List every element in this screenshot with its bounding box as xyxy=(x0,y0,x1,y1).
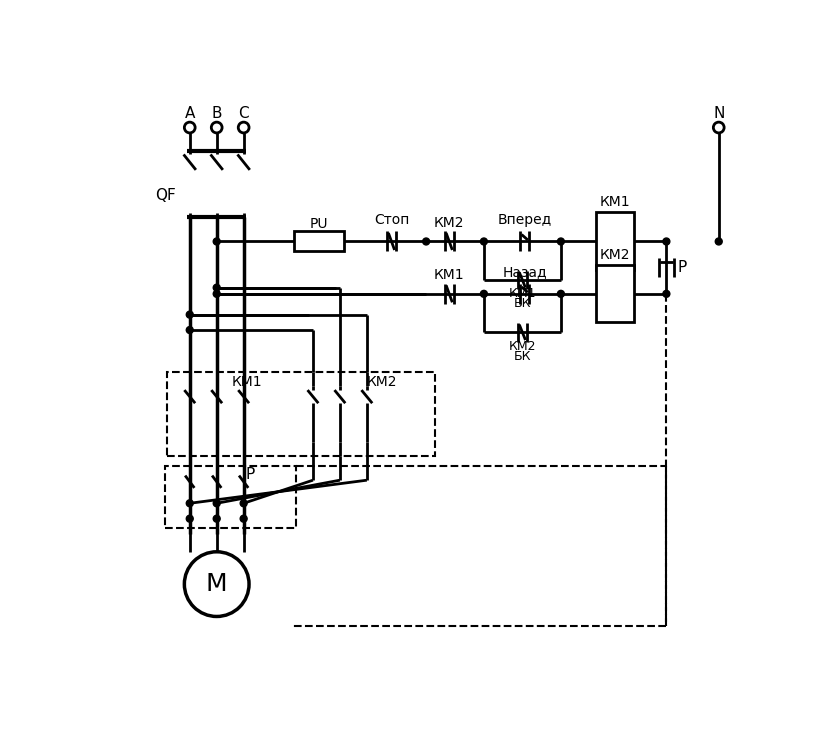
Text: A: A xyxy=(185,106,195,121)
Bar xyxy=(166,373,435,456)
Bar xyxy=(595,265,634,322)
Text: КМ2: КМ2 xyxy=(599,248,630,262)
Circle shape xyxy=(212,122,222,133)
Text: БК: БК xyxy=(513,297,531,311)
Circle shape xyxy=(185,552,249,617)
Text: КМ1: КМ1 xyxy=(434,268,465,282)
Text: КМ2: КМ2 xyxy=(367,375,397,389)
Text: Стоп: Стоп xyxy=(374,213,409,227)
Text: QF: QF xyxy=(155,188,176,203)
Circle shape xyxy=(213,290,220,297)
Circle shape xyxy=(185,122,195,133)
Bar xyxy=(166,467,296,528)
Circle shape xyxy=(213,284,220,291)
Bar xyxy=(293,232,344,252)
Text: КМ1: КМ1 xyxy=(508,287,536,300)
Circle shape xyxy=(186,500,193,507)
Circle shape xyxy=(481,238,487,245)
Circle shape xyxy=(663,290,670,297)
Circle shape xyxy=(213,515,220,522)
Circle shape xyxy=(481,290,487,297)
Circle shape xyxy=(716,238,722,245)
Text: P: P xyxy=(677,260,686,275)
Circle shape xyxy=(240,515,247,522)
Circle shape xyxy=(186,327,193,333)
Circle shape xyxy=(186,515,193,522)
Text: C: C xyxy=(238,106,249,121)
Text: КМ2: КМ2 xyxy=(434,216,465,230)
Text: PU: PU xyxy=(309,217,328,231)
Text: Назад: Назад xyxy=(502,265,547,279)
Circle shape xyxy=(213,500,220,507)
Circle shape xyxy=(186,311,193,318)
Text: P: P xyxy=(246,467,255,482)
Text: M: M xyxy=(206,572,227,596)
Circle shape xyxy=(240,500,247,507)
Text: B: B xyxy=(212,106,222,121)
Circle shape xyxy=(558,290,564,297)
Text: Вперед: Вперед xyxy=(497,213,552,227)
Circle shape xyxy=(663,238,670,245)
Text: КМ2: КМ2 xyxy=(508,340,536,353)
Text: БК: БК xyxy=(513,350,531,363)
Circle shape xyxy=(423,238,430,245)
Circle shape xyxy=(213,238,220,245)
Circle shape xyxy=(558,238,564,245)
Text: КМ1: КМ1 xyxy=(232,375,262,389)
Text: КМ1: КМ1 xyxy=(599,195,630,209)
Text: N: N xyxy=(713,106,725,121)
Bar xyxy=(595,212,634,270)
Circle shape xyxy=(713,122,724,133)
Circle shape xyxy=(238,122,249,133)
